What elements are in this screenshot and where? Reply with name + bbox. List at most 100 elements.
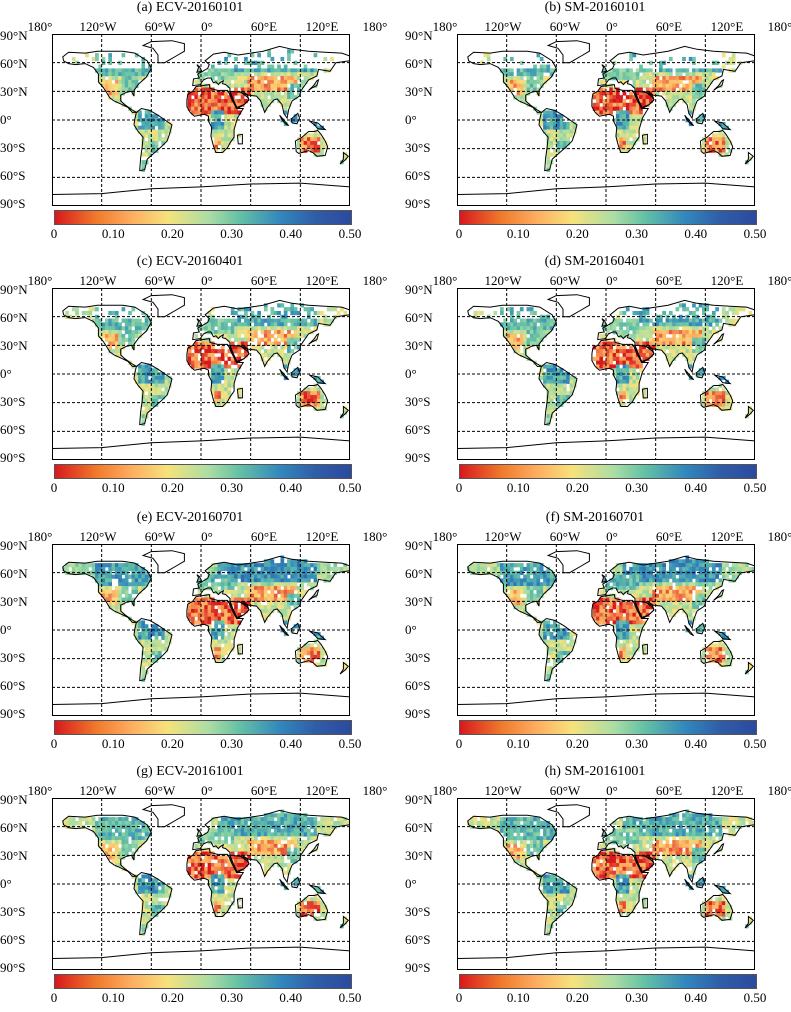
colorbar-tick-label: 0.20 <box>566 736 589 751</box>
longitude-label: 120°W <box>79 19 117 34</box>
colorbar-tick-label: 0.40 <box>279 480 303 495</box>
longitude-label: 180° <box>432 783 458 798</box>
colorbar-tick-label: 0.10 <box>101 736 125 751</box>
longitude-label: 60°E <box>250 783 278 798</box>
colorbar-tick-label: 0.40 <box>684 990 708 1005</box>
colorbar-tick-label: 0.30 <box>625 226 648 241</box>
coastline-sumatra <box>279 114 290 127</box>
coastline-newZealand <box>339 405 350 419</box>
coastline-australia <box>294 639 329 667</box>
coastline-antarctica <box>52 182 350 206</box>
coastline-newGuinea <box>714 884 732 895</box>
coastline-southAmerica <box>133 617 173 682</box>
colorbar-tick-label: 0.50 <box>338 736 362 751</box>
colorbar-tick-label: 0.50 <box>743 480 767 495</box>
longitude-label: 180° <box>767 19 791 34</box>
coastline-borneo <box>695 622 706 635</box>
latitude-label: 30°N <box>0 848 28 863</box>
coastline-sumatra <box>684 624 695 637</box>
panel-title: (f) SM-20160701 <box>545 510 645 525</box>
coastline-sumatra <box>684 368 695 381</box>
coastline-africa <box>591 848 650 917</box>
coastline-northAmerica <box>467 560 557 623</box>
latitude-label: 0° <box>405 622 417 637</box>
latitude-label: 60°N <box>0 310 28 325</box>
latitude-label: 60°S <box>0 678 26 693</box>
map-frame <box>457 288 755 460</box>
latitude-label: 60°N <box>0 566 28 581</box>
latitude-label: 60°S <box>405 678 431 693</box>
soil-moisture-field <box>65 303 348 426</box>
longitude-label: 60°E <box>655 273 683 288</box>
longitude-label: 180° <box>432 529 458 544</box>
coastline-antarctica <box>457 436 755 460</box>
map-frame <box>52 798 350 970</box>
colorbar <box>459 210 757 225</box>
longitude-label: 60°E <box>655 529 683 544</box>
map-panel: (a) ECV-20160101 180° 120°W 60°W 0° 60°E 120°E… <box>0 0 387 243</box>
coastline-africa <box>186 84 245 153</box>
longitude-label: 120°E <box>710 19 744 34</box>
colorbar-tick-label: 0.30 <box>220 990 243 1005</box>
latitude-label: 90°N <box>0 538 28 553</box>
longitude-label: 180° <box>767 529 791 544</box>
coastline-newGuinea <box>309 884 327 895</box>
longitude-label: 120°E <box>710 783 744 798</box>
coastline-arabia <box>634 344 655 363</box>
coastline-newGuinea <box>309 120 327 131</box>
panel-title: (g) ECV-20161001 <box>136 764 244 779</box>
coastline-greenland <box>546 294 590 318</box>
longitude-label: 0° <box>606 273 618 288</box>
coastline-japan <box>308 332 320 345</box>
coastline-antarctica <box>52 692 350 716</box>
latitude-label: 30°S <box>0 904 26 919</box>
latitude-label: 30°N <box>0 84 28 99</box>
colorbar <box>459 464 757 479</box>
latitude-label: 90°S <box>0 706 26 721</box>
world-map <box>52 34 350 206</box>
colorbar-tick-label: 0.40 <box>684 736 708 751</box>
longitude-label: 60°W <box>549 529 581 544</box>
coastline-madagascar <box>236 387 243 399</box>
world-map <box>457 34 755 206</box>
longitude-label: 180° <box>362 783 388 798</box>
latitude-label: 30°N <box>0 338 28 353</box>
colorbar-tick-label: 0.10 <box>506 990 530 1005</box>
coastline-southAmerica <box>133 361 173 426</box>
world-map <box>52 288 350 460</box>
colorbar-tick-label: 0.30 <box>220 226 243 241</box>
latitude-label: 0° <box>0 876 12 891</box>
coastline-newZealand <box>339 151 350 165</box>
coastline-southAmerica <box>538 361 578 426</box>
longitude-label: 60°W <box>144 19 176 34</box>
coastline-newZealand <box>339 661 350 675</box>
latitude-label: 60°N <box>405 820 433 835</box>
coastline-antarctica <box>457 946 755 970</box>
world-map <box>457 798 755 970</box>
coastline-australia <box>294 383 329 411</box>
longitude-label: 0° <box>606 529 618 544</box>
latitude-label: 0° <box>0 112 12 127</box>
soil-moisture-field <box>71 49 348 172</box>
map-frame <box>52 288 350 460</box>
colorbar-tick-label: 0.50 <box>338 990 362 1005</box>
longitude-label: 0° <box>201 273 213 288</box>
coastline-newGuinea <box>309 630 327 641</box>
colorbar-tick-label: 0.20 <box>566 480 589 495</box>
coastline-southAmerica <box>538 107 578 172</box>
coastline-southAmerica <box>133 107 173 172</box>
latitude-label: 90°S <box>0 196 26 211</box>
latitude-label: 0° <box>405 876 417 891</box>
coastline-eurasia <box>597 45 755 120</box>
colorbar-tick-label: 0 <box>455 736 463 751</box>
coastline-northAmerica <box>467 50 557 113</box>
colorbar-tick-label: 0.10 <box>506 226 530 241</box>
coastline-northAmerica <box>62 560 152 623</box>
coastline-australia <box>294 129 329 157</box>
latitude-label: 90°S <box>405 196 431 211</box>
colorbar-tick-label: 0 <box>455 226 463 241</box>
map-panel: (e) ECV-20160701 180° 120°W 60°W 0° 60°E 120°E… <box>0 510 387 753</box>
longitude-label: 120°E <box>710 273 744 288</box>
longitude-label: 60°E <box>250 529 278 544</box>
latitude-label: 0° <box>0 622 12 637</box>
